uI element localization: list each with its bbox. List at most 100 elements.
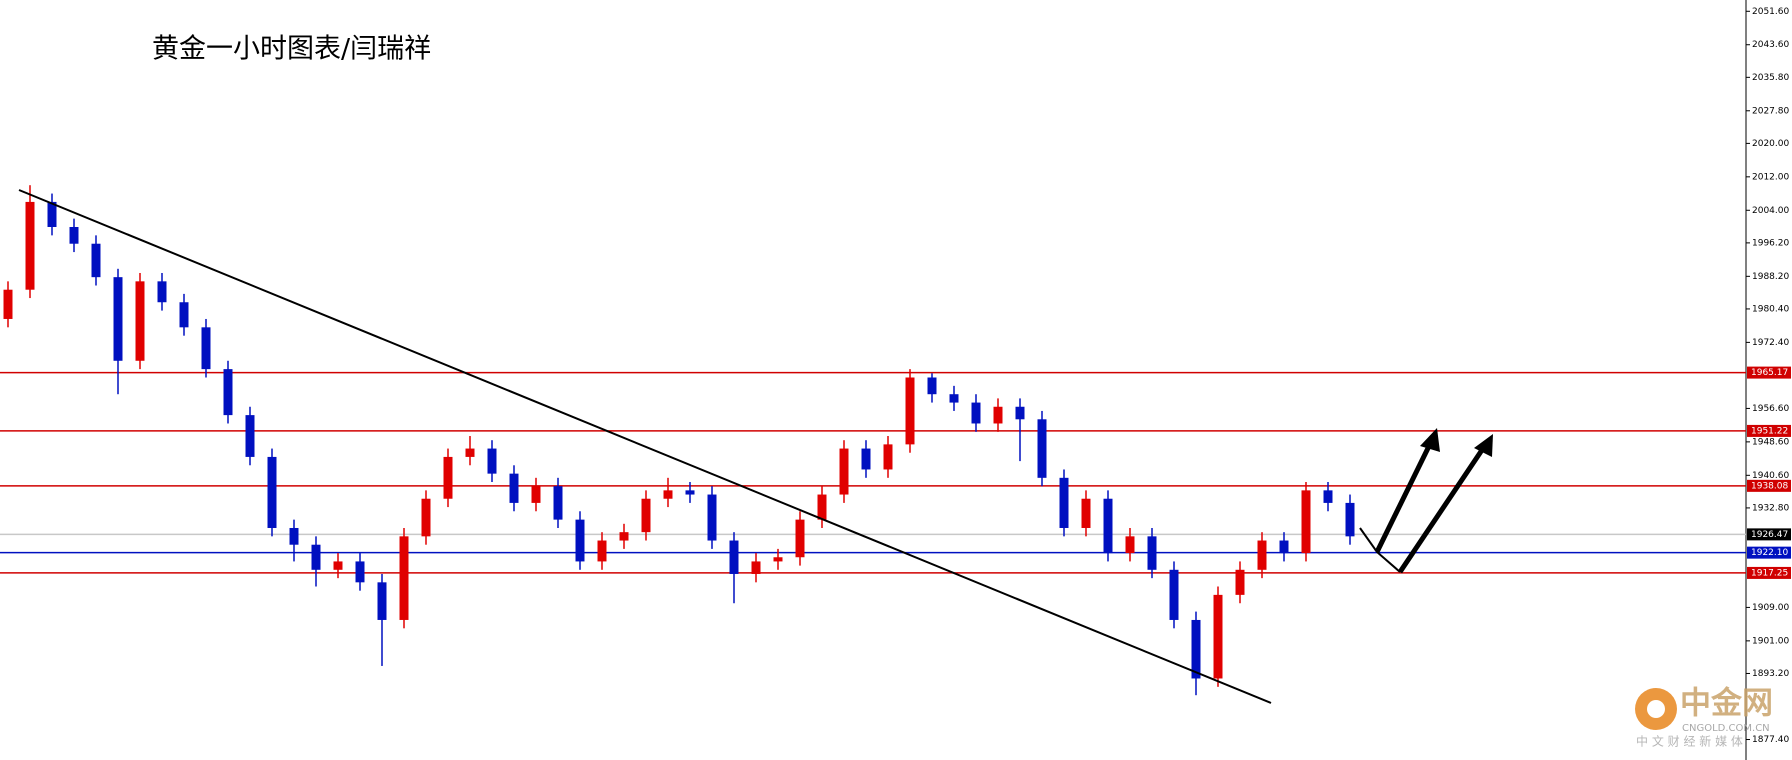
candle-body [91, 243, 101, 278]
candle-body [509, 473, 519, 503]
candle-body [377, 582, 387, 620]
candle-body [487, 448, 497, 474]
candle-body [795, 519, 805, 558]
candle-body [267, 456, 277, 528]
candle-body [839, 448, 849, 495]
watermark-name: 中金网 [1680, 686, 1773, 722]
candle-body [1059, 477, 1069, 528]
candle-body [113, 277, 123, 361]
candle-body [3, 289, 13, 319]
forecast-arrows [1359, 438, 1489, 574]
y-tick-label: 1948.60 [1752, 437, 1789, 447]
candle-body [883, 444, 893, 470]
y-tick-label: 1893.20 [1752, 669, 1789, 679]
candle-body [1235, 569, 1245, 595]
y-tick-label: 1980.40 [1752, 304, 1789, 314]
chart-title: 黄金一小时图表/闫瑞祥 [152, 34, 431, 65]
candle-body [135, 281, 145, 361]
candle-body [1103, 498, 1113, 554]
y-tick-label: 2004.00 [1752, 206, 1789, 216]
y-tick-label: 2027.80 [1752, 106, 1789, 116]
plot: 2051.60 2043.60 2035.80 2027.80 2020.00 2012.… [0, 7, 1791, 745]
candle-body [531, 486, 541, 503]
y-tick-label: 1877.40 [1752, 735, 1789, 745]
candle-body [817, 494, 827, 520]
candle-body [333, 561, 343, 570]
level-label-bg [1747, 528, 1791, 541]
candle-body [157, 281, 167, 303]
candle-body [729, 540, 739, 574]
y-tick-label: 2043.60 [1752, 40, 1789, 50]
candle-body [1279, 540, 1289, 554]
y-tick-label: 2051.60 [1752, 7, 1789, 17]
candle-body [421, 498, 431, 537]
y-tick-label: 1940.60 [1752, 471, 1789, 481]
y-tick-label: 2035.80 [1752, 73, 1789, 83]
candle-body [1345, 502, 1355, 537]
arrow-head [1420, 428, 1440, 452]
candle-body [25, 201, 35, 290]
y-tick-label: 1996.20 [1752, 238, 1789, 248]
candle-body [1323, 490, 1333, 503]
candle-body [289, 527, 299, 545]
candle-body [707, 494, 717, 541]
candle-body [1081, 498, 1091, 528]
candle-body [971, 402, 981, 424]
candle-body [949, 394, 959, 403]
y-tick-label: 1909.00 [1752, 603, 1789, 613]
watermark-logo [1647, 700, 1665, 718]
candle-body [443, 456, 453, 499]
candle-body [927, 377, 937, 395]
level-label-bg [1747, 424, 1791, 437]
candle-body [575, 519, 585, 562]
candle-body [223, 369, 233, 416]
forecast-arrow [1397, 442, 1489, 574]
candle-body [773, 557, 783, 562]
level-label: 1917.25 [1751, 568, 1788, 578]
candle-body [861, 448, 871, 470]
candle-body [1037, 419, 1047, 478]
candle-body [399, 536, 409, 620]
candle-body [311, 544, 321, 570]
level-label: 1965.17 [1751, 368, 1788, 378]
candle-body [1147, 536, 1157, 570]
candle-body [47, 201, 57, 227]
candle-body [1015, 406, 1025, 420]
y-tick-label: 1988.20 [1752, 272, 1789, 282]
y-tick-label: 1972.40 [1752, 338, 1789, 348]
candle-body [619, 532, 629, 541]
level-label-bg [1747, 566, 1791, 579]
candle-body [1301, 490, 1311, 554]
watermark-url: CNGOLD.COM.CN [1682, 723, 1770, 734]
y-tick-label: 1932.80 [1752, 503, 1789, 513]
candle-body [1257, 540, 1267, 570]
candle-body [905, 377, 915, 445]
forecast-arrow [1374, 438, 1435, 554]
level-label: 1922.10 [1751, 548, 1788, 558]
candle-body [245, 415, 255, 457]
candle-body [597, 540, 607, 562]
candle-body [179, 302, 189, 328]
y-tick-label: 2020.00 [1752, 139, 1789, 149]
level-label-bg [1747, 366, 1791, 379]
level-label: 1951.22 [1751, 426, 1788, 436]
candle-body [641, 498, 651, 533]
candle-body [201, 327, 211, 370]
watermark-slogan: 中 文 财 经 新 媒 体 [1636, 734, 1743, 749]
candle-body [465, 448, 475, 457]
candle-body [69, 226, 79, 244]
y-tick-label: 2012.00 [1752, 172, 1789, 182]
candle-body [1125, 536, 1135, 554]
candle-body [1191, 619, 1201, 679]
candle-body [1213, 594, 1223, 679]
candle-body [993, 406, 1003, 424]
candle-body [553, 486, 563, 520]
trend-line [18, 189, 1272, 704]
candle-body [1169, 569, 1179, 620]
candle-body [663, 490, 673, 499]
y-tick-label: 1901.00 [1752, 636, 1789, 646]
level-label-bg [1747, 479, 1791, 492]
level-label: 1938.08 [1751, 481, 1788, 491]
